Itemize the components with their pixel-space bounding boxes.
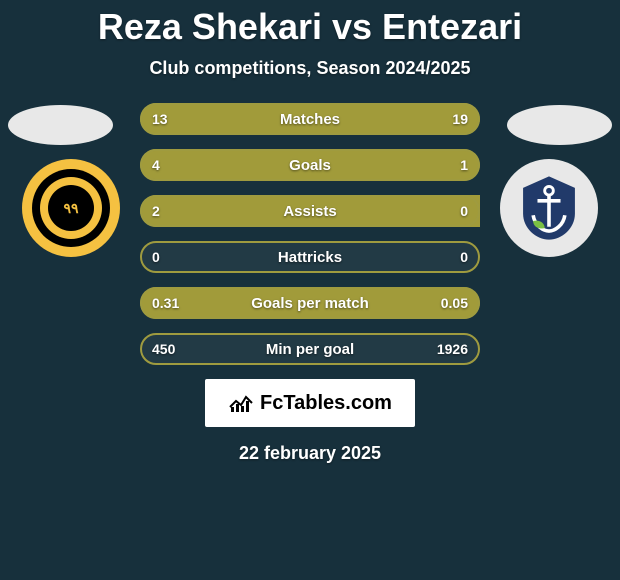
team-left-logo: ۹۹ bbox=[22, 159, 120, 257]
stat-row: Hattricks0 0 bbox=[140, 241, 480, 273]
player-right-photo-placeholder bbox=[507, 105, 612, 145]
stat-label: Assists bbox=[140, 195, 480, 227]
stat-value-left: 450 bbox=[152, 333, 175, 365]
team-right-logo bbox=[500, 159, 598, 257]
anchor-icon bbox=[513, 172, 585, 244]
stat-value-right: 0 bbox=[460, 241, 468, 273]
stat-row: Min per goal450 1926 bbox=[140, 333, 480, 365]
stat-value-left: 0 bbox=[152, 241, 160, 273]
bars-container: Matches1319Goals41Assists20Hattricks00Go… bbox=[140, 103, 480, 365]
stat-value-right: 1 bbox=[460, 149, 468, 181]
stat-value-left: 0.31 bbox=[152, 287, 179, 319]
stat-value-left: 4 bbox=[152, 149, 160, 181]
date-line: 22 february 2025 bbox=[239, 443, 381, 464]
stat-label: Min per goal bbox=[140, 333, 480, 365]
stat-value-right: 0 bbox=[460, 195, 468, 227]
stat-value-right: 1926 bbox=[437, 333, 468, 365]
stat-row: Goals4 1 bbox=[140, 149, 480, 181]
stat-value-left: 2 bbox=[152, 195, 160, 227]
page-title: Reza Shekari vs Entezari bbox=[98, 6, 522, 48]
comparison-area: ۹۹ Matches1319Goals41Assists20Hattricks0… bbox=[0, 103, 620, 365]
stat-value-right: 0.05 bbox=[441, 287, 468, 319]
stat-value-left: 13 bbox=[152, 103, 168, 135]
team-left-logo-text: ۹۹ bbox=[63, 200, 78, 217]
player-left-photo-placeholder bbox=[8, 105, 113, 145]
stat-row: Matches13 19 bbox=[140, 103, 480, 135]
stat-value-right: 19 bbox=[452, 103, 468, 135]
stats-card: Reza Shekari vs Entezari Club competitio… bbox=[0, 0, 620, 580]
stat-label: Hattricks bbox=[140, 241, 480, 273]
subtitle: Club competitions, Season 2024/2025 bbox=[149, 58, 470, 79]
stat-label: Matches bbox=[140, 103, 480, 135]
fctables-label: FcTables.com bbox=[260, 392, 392, 415]
stat-row: Assists2 0 bbox=[140, 195, 480, 227]
stat-label: Goals bbox=[140, 149, 480, 181]
stat-label: Goals per match bbox=[140, 287, 480, 319]
stat-row: Goals per match0.31 0.05 bbox=[140, 287, 480, 319]
chart-icon bbox=[228, 393, 254, 413]
fctables-badge[interactable]: FcTables.com bbox=[205, 379, 415, 427]
